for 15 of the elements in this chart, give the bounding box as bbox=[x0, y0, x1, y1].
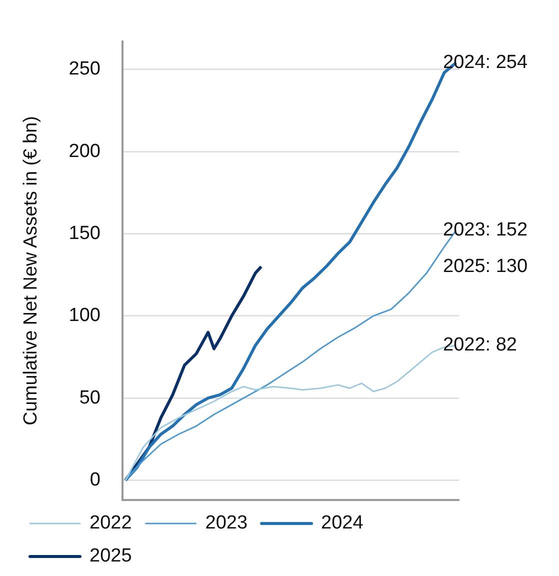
legend-label: 2025 bbox=[90, 546, 132, 567]
y-tick-label: 100 bbox=[68, 305, 100, 326]
annotation: 2023: 152 bbox=[443, 220, 528, 241]
y-tick-label: 50 bbox=[79, 387, 100, 408]
legend-label: 2024 bbox=[321, 512, 364, 534]
annotation: 2024: 254 bbox=[443, 52, 528, 74]
y-tick-label: 0 bbox=[90, 470, 100, 491]
y-tick-label: 200 bbox=[68, 140, 100, 162]
y-tick-label: 250 bbox=[68, 58, 100, 80]
y-tick-label: 150 bbox=[68, 222, 100, 244]
legend-label: 2022 bbox=[90, 512, 132, 534]
annotation: 2022: 82 bbox=[443, 334, 517, 356]
legend-label: 2023 bbox=[205, 512, 248, 534]
y-axis-title: Cumulative Net New Assets in (€ bn) bbox=[20, 116, 42, 426]
annotation: 2025: 130 bbox=[443, 256, 528, 277]
